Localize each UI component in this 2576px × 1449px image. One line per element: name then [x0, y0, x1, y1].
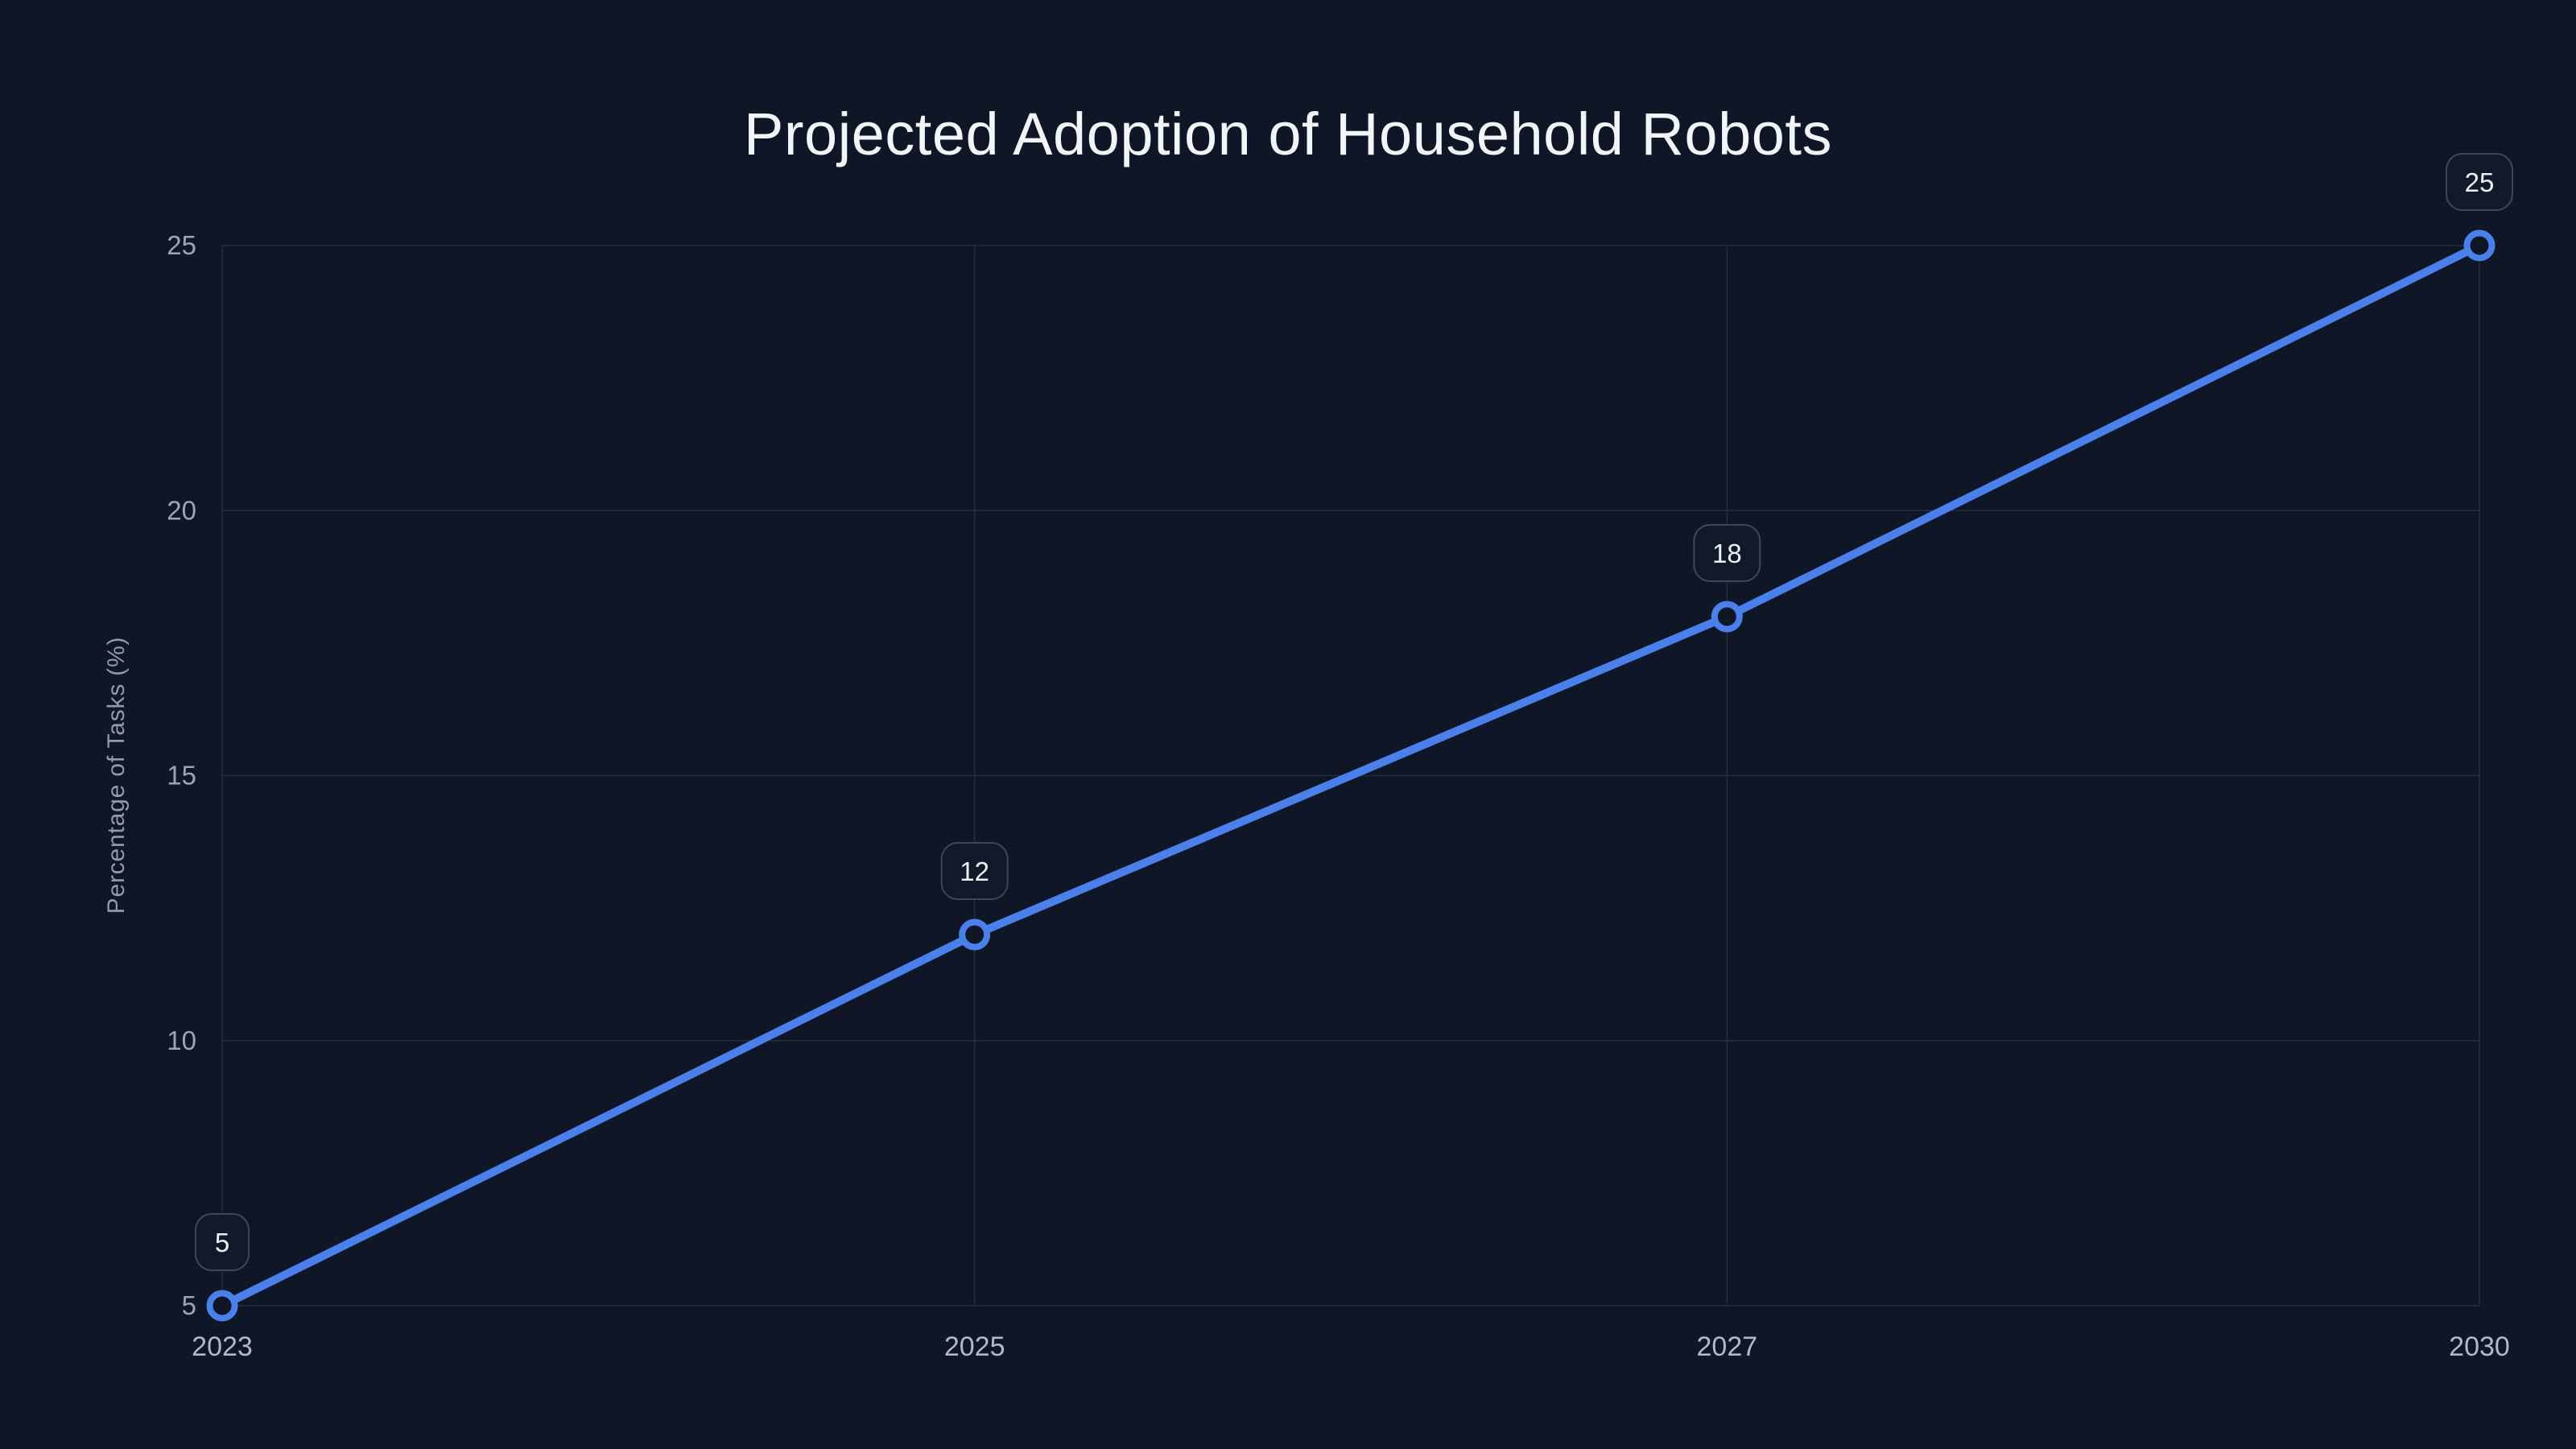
y-tick-label: 15 [167, 761, 196, 791]
point-value-badge [195, 1213, 250, 1271]
y-tick-label: 10 [167, 1026, 196, 1055]
x-tick-label: 2027 [1697, 1331, 1758, 1362]
y-tick-label: 20 [167, 495, 196, 525]
point-value-badge [940, 842, 1009, 901]
chart-title: Projected Adoption of Household Robots [744, 101, 1832, 167]
point-value-text: 5 [215, 1228, 229, 1257]
point-value-text: 18 [1712, 539, 1742, 568]
point-value-text: 12 [960, 857, 989, 886]
x-tick-label: 2030 [2449, 1331, 2510, 1362]
data-point-2023[interactable] [206, 1290, 238, 1322]
x-tick-label: 2025 [944, 1331, 1005, 1362]
point-value-badge [2446, 153, 2513, 211]
y-tick-label: 25 [167, 230, 196, 260]
point-value-badge [1693, 523, 1761, 582]
point-value-text: 25 [2465, 167, 2495, 197]
data-point-2027[interactable] [1711, 601, 1743, 633]
data-point-2030[interactable] [2463, 229, 2496, 262]
y-tick-label: 5 [182, 1290, 196, 1320]
series-line [218, 242, 2483, 1310]
x-tick-label: 2023 [192, 1331, 253, 1362]
data-point-2025[interactable] [959, 919, 991, 951]
